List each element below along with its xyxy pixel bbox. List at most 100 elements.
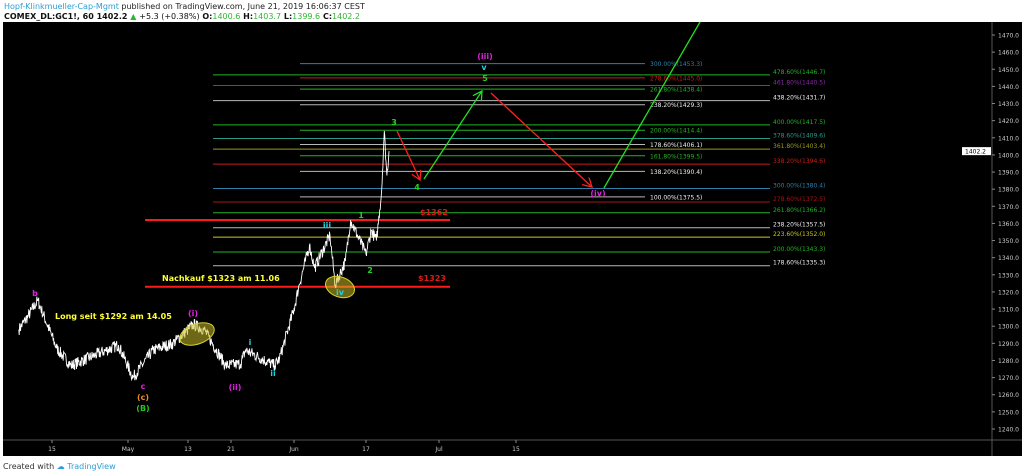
symbol-name: COMEX_DL:GC1!, 60 xyxy=(4,12,94,21)
footer: Created with ☁ TradingView xyxy=(3,462,116,471)
fib-level-label: 461.80%(1440.5) xyxy=(773,80,825,87)
last-price-marker xyxy=(962,147,991,156)
fib-level-label: 261.80%(1438.4) xyxy=(650,87,702,94)
high-value: 1403.7 xyxy=(253,12,282,21)
projection-arrow xyxy=(603,21,701,189)
price-tick-label: 1250.0 xyxy=(998,409,1019,416)
wave-label: c xyxy=(141,382,146,391)
price-tick-label: 1270.0 xyxy=(998,375,1019,382)
wave-label: 4 xyxy=(414,183,420,192)
fib-level-label: 138.20%(1390.4) xyxy=(650,169,702,176)
projection-arrow xyxy=(423,91,482,180)
price-tick-label: 1370.0 xyxy=(998,204,1019,211)
price-tick-label: 1440.0 xyxy=(998,84,1019,91)
price-tick-label: 1460.0 xyxy=(998,50,1019,57)
low-label: L: xyxy=(283,12,293,21)
wave-label: b xyxy=(32,289,38,298)
close-label: C: xyxy=(322,12,333,21)
fib-level-label: 200.00%(1414.4) xyxy=(650,128,702,135)
wave-label: 3 xyxy=(391,118,397,127)
open-value: 1400.6 xyxy=(212,12,241,21)
time-tick-label: Jul xyxy=(434,446,443,453)
close-value: 1402.2 xyxy=(332,12,361,21)
fib-level-label: 300.00%(1380.4) xyxy=(773,182,825,189)
time-tick-label: 17 xyxy=(362,446,370,453)
price-tick-label: 1290.0 xyxy=(998,341,1019,348)
fib-level-label: 100.00%(1375.5) xyxy=(650,194,702,201)
fib-level-label: 338.20%(1394.6) xyxy=(773,158,825,165)
wave-label: 2 xyxy=(367,266,373,275)
price-tick-label: 1260.0 xyxy=(998,392,1019,399)
price-tick-label: 1240.0 xyxy=(998,426,1019,433)
support-label: $1362 xyxy=(420,208,448,217)
chart-area[interactable]: 1470.0 1460.0 1450.0 1440.0 1430.0 1420.0 1410… xyxy=(3,21,1022,456)
wave-label: (iv) xyxy=(590,189,605,198)
time-tick-label: 13 xyxy=(184,446,192,453)
low-value: 1399.6 xyxy=(292,12,321,21)
price-tick-label: 1310.0 xyxy=(998,307,1019,314)
projection-arrow xyxy=(490,92,592,187)
price-chart[interactable]: 1470.01460.01450.01440.01430.01420.01410… xyxy=(3,21,1022,456)
last-price-label: 1402.2 xyxy=(965,149,986,156)
author-link[interactable]: Hopf-Klinkmueller-Cap-Mgmt xyxy=(4,2,119,11)
wave-label: i xyxy=(249,338,252,347)
wave-label: 1 xyxy=(358,211,364,220)
price-change: +5.3 (+0.38%) xyxy=(139,12,200,21)
wave-label: (B) xyxy=(136,404,149,413)
support-label: $1323 xyxy=(418,274,446,283)
wave-label: (ii) xyxy=(229,383,242,392)
last-price: 1402.2 xyxy=(96,12,128,21)
wave-label: (i) xyxy=(188,309,198,318)
time-tick-label: 15 xyxy=(512,446,520,453)
price-tick-label: 1320.0 xyxy=(998,289,1019,296)
price-tick-label: 1330.0 xyxy=(998,272,1019,279)
fib-level-label: 361.80%(1403.4) xyxy=(773,143,825,150)
wave-label: ii xyxy=(270,369,276,378)
open-label: O: xyxy=(202,12,213,21)
wave-label: (c) xyxy=(137,393,149,402)
fib-level-label: 400.00%(1417.5) xyxy=(773,119,825,126)
fib-level-label: 161.80%(1399.5) xyxy=(650,153,702,160)
fib-level-label: 438.20%(1431.7) xyxy=(773,95,825,102)
tradingview-link[interactable]: TradingView xyxy=(67,462,116,471)
fib-level-label: 238.20%(1357.5) xyxy=(773,222,825,229)
created-with-text: Created with xyxy=(3,462,55,471)
price-tick-label: 1470.0 xyxy=(998,33,1019,40)
up-triangle-icon: ▲ xyxy=(130,12,137,21)
price-tick-label: 1390.0 xyxy=(998,170,1019,177)
wave-label: v xyxy=(481,63,487,72)
price-tick-label: 1430.0 xyxy=(998,101,1019,108)
price-tick-label: 1410.0 xyxy=(998,135,1019,142)
tradingview-logo-icon: ☁ xyxy=(56,462,65,471)
price-line xyxy=(18,130,390,382)
price-tick-label: 1340.0 xyxy=(998,255,1019,262)
wave-label: iv xyxy=(336,288,345,297)
high-label: H: xyxy=(243,12,254,21)
price-tick-label: 1280.0 xyxy=(998,358,1019,365)
price-tick-label: 1450.0 xyxy=(998,67,1019,74)
annotation-text: Long seit $1292 am 14.05 xyxy=(55,312,172,321)
price-tick-label: 1360.0 xyxy=(998,221,1019,228)
price-tick-label: 1420.0 xyxy=(998,118,1019,125)
fib-level-label: 178.60%(1335.3) xyxy=(773,260,825,267)
published-text: published on TradingView.com, June 21, 2… xyxy=(121,2,365,11)
fib-level-label: 278.60%(1445.0) xyxy=(650,75,702,82)
fib-level-label: 278.60%(1372.5) xyxy=(773,196,825,203)
annotation-text: Nachkauf $1323 am 11.06 xyxy=(162,274,280,283)
wave-label: (iii) xyxy=(477,52,493,61)
wave-label: iii xyxy=(323,221,331,230)
time-tick-label: 15 xyxy=(48,446,56,453)
fib-level-label: 238.20%(1429.3) xyxy=(650,102,702,109)
highlight-ellipse xyxy=(324,275,356,299)
wave-label: 5 xyxy=(482,74,488,83)
symbol-legend: COMEX_DL:GC1!, 60 1402.2 ▲ +5.3 (+0.38%)… xyxy=(4,12,360,21)
fib-level-label: 223.60%(1352.0) xyxy=(773,231,825,238)
time-tick-label: May xyxy=(122,446,135,453)
price-tick-label: 1300.0 xyxy=(998,324,1019,331)
fib-level-label: 178.60%(1406.1) xyxy=(650,142,702,149)
fib-level-label: 300.00%(1453.3) xyxy=(650,61,702,68)
price-tick-label: 1380.0 xyxy=(998,187,1019,194)
fib-level-label: 261.80%(1366.2) xyxy=(773,207,825,214)
highlight-ellipse xyxy=(179,322,215,346)
fib-level-label: 200.00%(1343.3) xyxy=(773,246,825,253)
